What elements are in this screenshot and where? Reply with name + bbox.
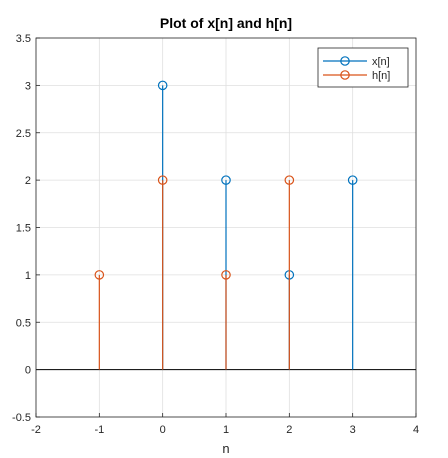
- x-tick-labels: -2 -1 0 1 2 3 4: [31, 413, 419, 436]
- x-tick-label-6: 4: [413, 424, 419, 436]
- stems-layer: [94, 80, 358, 370]
- y-tick-label-2: 0.5: [16, 317, 31, 329]
- stem-marker-s0-3: [347, 175, 358, 185]
- stem-marker-s1-3: [284, 175, 295, 185]
- y-tick-label-1: 0: [25, 365, 31, 377]
- x-tick-label-5: 3: [350, 424, 356, 436]
- legend-label-1: h[n]: [372, 70, 390, 82]
- legend-box: [317, 47, 409, 88]
- y-tick-label-5: 2: [25, 175, 31, 187]
- y-tick-label-3: 1: [25, 270, 31, 282]
- y-tick-labels: -0.5 0 0.5 1 1.5 2 2.5 3 3.5: [12, 33, 40, 424]
- x-axis-label: n: [222, 441, 229, 456]
- x-tick-label-2: 0: [160, 424, 166, 436]
- x-tick-label-1: -1: [94, 424, 104, 436]
- x-tick-label-4: 2: [286, 424, 292, 436]
- legend-marker-1: [340, 70, 350, 80]
- x-tick-label-3: 1: [223, 424, 229, 436]
- y-tick-label-7: 3: [25, 80, 31, 92]
- stem-marker-s1-0: [94, 270, 105, 280]
- chart-title: Plot of x[n] and h[n]: [160, 15, 292, 31]
- legend: x[n] h[n]: [317, 47, 409, 88]
- stem-marker-s1-1: [157, 175, 168, 185]
- legend-label-0: x[n]: [372, 56, 390, 68]
- x-tick-label-0: -2: [31, 424, 41, 436]
- stem-marker-s0-0: [157, 80, 168, 91]
- stem-marker-s1-2: [221, 270, 231, 280]
- y-tick-label-4: 1.5: [16, 223, 31, 235]
- series-1: [94, 175, 295, 370]
- y-tick-label-6: 2.5: [16, 128, 31, 140]
- legend-marker-0: [340, 56, 350, 66]
- y-tick-label-8: 3.5: [16, 33, 31, 45]
- stem-marker-s0-1: [221, 175, 231, 185]
- y-tick-label-0: -0.5: [12, 412, 31, 424]
